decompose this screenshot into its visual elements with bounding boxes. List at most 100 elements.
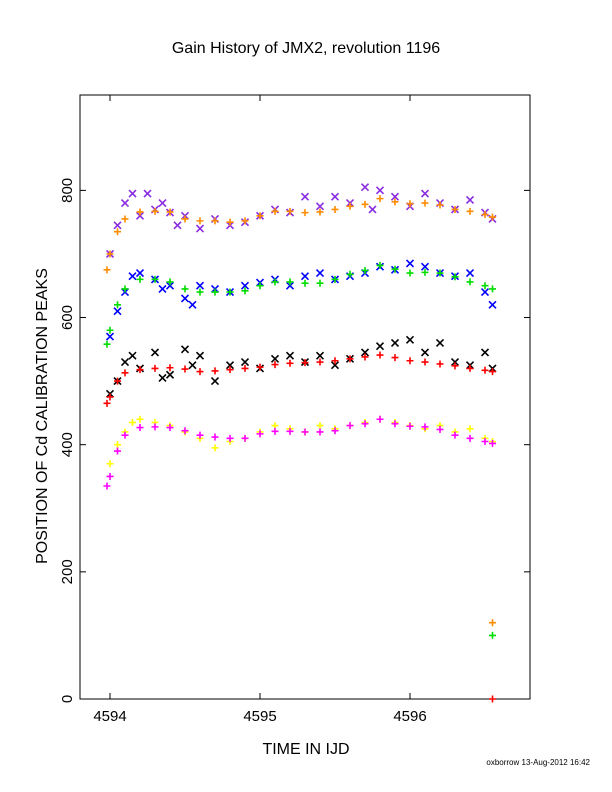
data-point [465, 195, 475, 204]
plot-frame [79, 94, 531, 700]
data-point [391, 265, 399, 273]
data-point [390, 192, 400, 201]
data-point [286, 207, 294, 215]
series-7 [103, 415, 496, 490]
data-point [489, 285, 496, 293]
data-point [346, 202, 354, 210]
data-point [151, 207, 159, 215]
data-point [121, 369, 129, 377]
data-point [316, 279, 324, 287]
y-tick-label: 800 [59, 178, 76, 203]
data-point [376, 351, 384, 359]
data-point [406, 357, 414, 365]
data-point [316, 208, 324, 216]
data-point [105, 332, 115, 341]
data-point [106, 326, 114, 334]
data-point [331, 275, 339, 283]
data-point [436, 201, 444, 209]
data-point [420, 262, 430, 271]
data-point [300, 272, 310, 281]
data-point [241, 287, 249, 295]
data-point [361, 420, 369, 428]
data-point [361, 266, 369, 274]
data-point [361, 200, 369, 208]
data-point [316, 428, 324, 436]
data-point [405, 259, 415, 268]
data-point [488, 300, 497, 309]
x-tick-label: 4594 [93, 708, 126, 725]
data-point [405, 335, 415, 344]
data-point [103, 266, 111, 274]
data-point [481, 282, 489, 290]
data-point [391, 354, 399, 362]
series-1 [103, 195, 496, 274]
series-10 [489, 695, 496, 703]
data-point [466, 278, 474, 286]
data-point [360, 183, 370, 192]
data-point [489, 631, 496, 639]
data-point [181, 285, 189, 293]
data-point [195, 351, 205, 360]
data-point [128, 351, 137, 360]
data-point [196, 217, 204, 225]
data-point [315, 351, 325, 360]
data-point [436, 425, 444, 433]
data-point [158, 199, 167, 208]
y-tick-label: 600 [59, 305, 76, 330]
y-tick-label: 400 [59, 432, 76, 457]
series-9 [489, 631, 496, 639]
data-point [226, 366, 234, 374]
y-tick-label: 0 [59, 695, 76, 703]
series-4 [105, 335, 497, 398]
data-point [435, 338, 445, 348]
data-point [481, 438, 489, 446]
data-point [420, 348, 430, 357]
data-point [375, 186, 385, 195]
data-point [211, 444, 219, 452]
data-point [211, 367, 219, 375]
series-5 [103, 351, 496, 407]
data-point [120, 357, 130, 367]
data-point [136, 208, 144, 216]
data-point [465, 268, 475, 278]
chart-title: Gain History of JMX2, revolution 1196 [172, 40, 440, 57]
data-point [368, 205, 377, 214]
data-point [135, 211, 145, 220]
data-point [489, 368, 496, 376]
data-point [166, 278, 174, 286]
series-8 [489, 619, 496, 627]
series-0 [105, 183, 497, 259]
data-point [451, 205, 459, 213]
data-point [165, 281, 175, 290]
data-point [128, 189, 137, 198]
data-point [331, 357, 339, 365]
data-point [376, 415, 384, 423]
data-point [103, 399, 111, 407]
data-point [436, 360, 444, 368]
data-point [195, 224, 205, 233]
data-point [315, 268, 325, 278]
data-point [226, 218, 234, 226]
data-point [166, 208, 174, 216]
data-point [256, 212, 264, 220]
data-point [181, 215, 189, 223]
data-point [173, 221, 182, 230]
data-point [143, 189, 152, 198]
data-point [480, 348, 490, 357]
data-point [271, 361, 279, 369]
data-point [361, 353, 369, 361]
data-point [301, 209, 309, 217]
data-point [330, 361, 340, 370]
data-point [121, 285, 129, 293]
data-point [421, 423, 429, 431]
data-point [300, 192, 310, 201]
series-6 [106, 415, 496, 468]
data-point [375, 342, 385, 351]
data-point [158, 373, 167, 382]
data-point [180, 345, 190, 354]
data-point [489, 439, 496, 447]
data-point [286, 278, 294, 286]
data-point [390, 338, 400, 348]
data-point [158, 284, 167, 293]
data-point [391, 420, 399, 428]
